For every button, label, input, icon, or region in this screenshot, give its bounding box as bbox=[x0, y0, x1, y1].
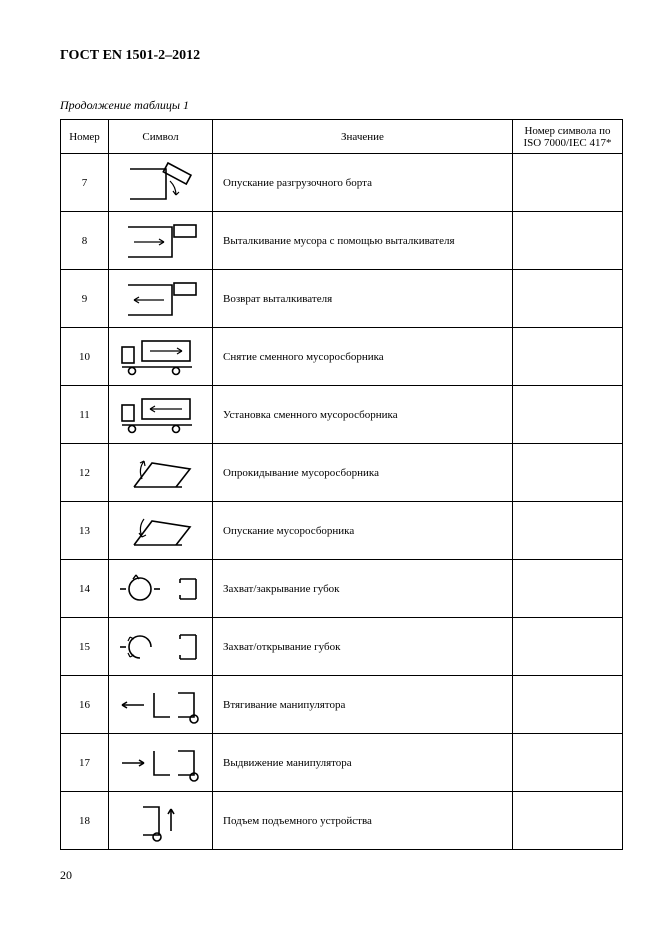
symbol-cell bbox=[109, 560, 213, 618]
row-number: 16 bbox=[61, 676, 109, 734]
col-header-symbol: Символ bbox=[109, 120, 213, 154]
col-header-meaning: Значение bbox=[213, 120, 513, 154]
table-header-row: Номер Символ Значение Номер символа по I… bbox=[61, 120, 623, 154]
table-row: 17 Выдвижение манипулятора bbox=[61, 734, 623, 792]
symbol-cell bbox=[109, 270, 213, 328]
table-row: 10 Снятие сменного му bbox=[61, 328, 623, 386]
return-ejector-icon bbox=[118, 275, 204, 323]
standard-title: ГОСТ EN 1501-2–2012 bbox=[60, 48, 623, 64]
table-row: 14 Зах bbox=[61, 560, 623, 618]
meaning-cell: Втягивание манипулятора bbox=[213, 676, 513, 734]
remove-container-icon bbox=[116, 333, 206, 381]
table-row: 9 Возврат выталкивателя bbox=[61, 270, 623, 328]
row-number: 9 bbox=[61, 270, 109, 328]
row-number: 8 bbox=[61, 212, 109, 270]
meaning-cell: Опускание мусоросборника bbox=[213, 502, 513, 560]
table-row: 15 Зах bbox=[61, 618, 623, 676]
tip-container-icon bbox=[118, 449, 204, 497]
meaning-cell: Опрокидывание мусоросборника bbox=[213, 444, 513, 502]
symbol-cell bbox=[109, 444, 213, 502]
page: ГОСТ EN 1501-2–2012 Продолжение таблицы … bbox=[0, 0, 661, 903]
table-row: 12 Опрокидывание мусоросборника bbox=[61, 444, 623, 502]
symbol-cell bbox=[109, 676, 213, 734]
row-number: 11 bbox=[61, 386, 109, 444]
meaning-cell: Захват/открывание губок bbox=[213, 618, 513, 676]
row-number: 12 bbox=[61, 444, 109, 502]
col-header-number: Номер bbox=[61, 120, 109, 154]
row-number: 7 bbox=[61, 154, 109, 212]
meaning-cell: Опускание разгрузочного борта bbox=[213, 154, 513, 212]
install-container-icon bbox=[116, 391, 206, 439]
table-row: 13 Опускание мусоросборника bbox=[61, 502, 623, 560]
lower-container-icon bbox=[118, 507, 204, 555]
symbol-cell bbox=[109, 386, 213, 444]
page-number: 20 bbox=[60, 868, 623, 883]
col-header-iso: Номер символа по ISO 7000/IEC 417* bbox=[513, 120, 623, 154]
table-row: 11 Установка сменного bbox=[61, 386, 623, 444]
row-number: 18 bbox=[61, 792, 109, 850]
extend-manipulator-icon bbox=[114, 741, 208, 785]
symbol-cell bbox=[109, 618, 213, 676]
iso-cell bbox=[513, 386, 623, 444]
row-number: 10 bbox=[61, 328, 109, 386]
meaning-cell: Подъем подъемного устройства bbox=[213, 792, 513, 850]
symbols-table: Номер Символ Значение Номер символа по I… bbox=[60, 119, 623, 850]
row-number: 15 bbox=[61, 618, 109, 676]
meaning-cell: Установка сменного мусоросборника bbox=[213, 386, 513, 444]
grab-close-icon bbox=[116, 569, 206, 609]
raise-lift-icon bbox=[121, 797, 201, 845]
symbol-cell bbox=[109, 328, 213, 386]
symbol-cell bbox=[109, 734, 213, 792]
iso-cell bbox=[513, 618, 623, 676]
symbol-cell bbox=[109, 154, 213, 212]
iso-cell bbox=[513, 792, 623, 850]
retract-manipulator-icon bbox=[114, 683, 208, 727]
iso-cell bbox=[513, 270, 623, 328]
symbol-cell bbox=[109, 502, 213, 560]
row-number: 13 bbox=[61, 502, 109, 560]
table-row: 18 Подъем подъемного устройства bbox=[61, 792, 623, 850]
symbol-cell bbox=[109, 792, 213, 850]
meaning-cell: Возврат выталкивателя bbox=[213, 270, 513, 328]
meaning-cell: Снятие сменного мусоросборника bbox=[213, 328, 513, 386]
table-caption: Продолжение таблицы 1 bbox=[60, 98, 623, 113]
iso-cell bbox=[513, 444, 623, 502]
grab-open-icon bbox=[116, 627, 206, 667]
row-number: 17 bbox=[61, 734, 109, 792]
iso-cell bbox=[513, 676, 623, 734]
symbol-cell bbox=[109, 212, 213, 270]
meaning-cell: Захват/закрывание губок bbox=[213, 560, 513, 618]
iso-cell bbox=[513, 212, 623, 270]
table-row: 7 Опускание разгрузочного борта bbox=[61, 154, 623, 212]
iso-cell bbox=[513, 328, 623, 386]
push-ejector-icon bbox=[118, 217, 204, 265]
lowering-tailgate-icon bbox=[118, 159, 204, 207]
iso-cell bbox=[513, 560, 623, 618]
iso-cell bbox=[513, 734, 623, 792]
iso-cell bbox=[513, 154, 623, 212]
table-row: 16 Втягивание манипулятора bbox=[61, 676, 623, 734]
table-row: 8 Выталкивание мусора с помощью выталкив… bbox=[61, 212, 623, 270]
meaning-cell: Выталкивание мусора с помощью выталкиват… bbox=[213, 212, 513, 270]
row-number: 14 bbox=[61, 560, 109, 618]
iso-cell bbox=[513, 502, 623, 560]
meaning-cell: Выдвижение манипулятора bbox=[213, 734, 513, 792]
